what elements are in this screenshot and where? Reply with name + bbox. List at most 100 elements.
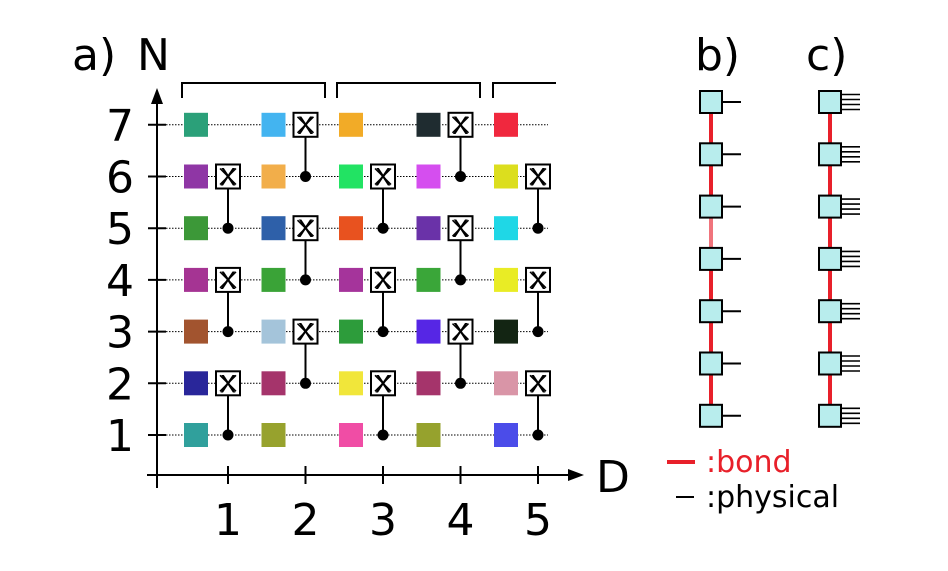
mps-b-tensor-6	[699, 351, 723, 376]
gate-x-stroke-b-7	[374, 271, 392, 289]
gate-x-stroke-b-10	[451, 219, 470, 237]
panel-label-c: c)	[806, 30, 847, 81]
gate-label-13: X	[530, 267, 546, 295]
unitary-square-d5-n6	[494, 164, 518, 189]
unitary-square-d1-n5	[184, 216, 208, 241]
unitary-square-d2-n3	[261, 319, 286, 344]
gate-control-dot-6	[377, 429, 389, 441]
mps-c-tensor-2	[818, 142, 842, 167]
unitary-square-d5-n4	[494, 267, 518, 292]
gate-label-8: X	[375, 164, 391, 192]
gate-control-dot-8	[377, 222, 389, 234]
gate-label-12: X	[530, 370, 546, 398]
unitary-square-d1-n1	[184, 423, 208, 447]
gate-label-1: X	[220, 267, 236, 295]
gate-x-stroke-b-3	[296, 323, 315, 341]
y-tick-label-2: 2	[106, 359, 134, 410]
unitary-square-d4-n7	[416, 112, 441, 137]
panel-label-b: b)	[695, 30, 740, 81]
gate-x-stroke-b-9	[451, 323, 470, 341]
unitary-square-d5-n7	[494, 112, 518, 137]
gate-control-dot-2	[222, 222, 234, 234]
unitary-square-d2-n1	[261, 423, 286, 447]
legend-bond-label: :bond	[706, 445, 792, 480]
unitary-square-d5-n2	[494, 371, 518, 396]
mps-b-tensor-3	[699, 194, 723, 219]
gate-x-stroke-b-8	[374, 167, 392, 186]
legend-physical-label: :physical	[706, 480, 839, 515]
unitary-square-d3-n6	[339, 164, 363, 189]
gate-x-stroke-b-11	[451, 116, 470, 134]
legend: :bond :physical	[667, 445, 839, 515]
gate-x-stroke-b-14	[529, 167, 547, 186]
unitary-square-d4-n3	[416, 319, 441, 344]
y-tick-label-4: 4	[106, 256, 134, 307]
unitary-square-d4-n1	[416, 423, 441, 447]
mps-c-tensor-3	[818, 194, 842, 219]
unitary-square-d1-n4	[184, 267, 208, 292]
unitary-square-d4-n4	[416, 267, 441, 292]
mps-c-tensor-4	[818, 246, 842, 271]
gate-label-11: X	[452, 112, 468, 140]
unitary-square-d2-n7	[261, 112, 286, 137]
mps-c-tensor-6	[818, 351, 842, 376]
gate-x-stroke-b-2	[219, 167, 237, 186]
gate-control-dot-3	[300, 377, 311, 389]
unitary-square-d3-n2	[339, 371, 363, 396]
unitary-square-d3-n1	[339, 423, 363, 447]
gate-label-14: X	[530, 164, 546, 192]
x-tick-label-5: 5	[524, 495, 552, 546]
mps-c-tensor-7	[818, 403, 842, 428]
mps-c-tensor-1	[818, 90, 842, 114]
mps-b-tensor-4	[699, 246, 723, 271]
y-tick-label-5: 5	[106, 204, 134, 255]
cnot-gates: X X X X X X X X X X X X X X X	[215, 111, 551, 441]
x-axis-arrowhead	[568, 469, 584, 481]
gate-control-dot-12	[532, 429, 544, 441]
mps-c-tensor-5	[818, 299, 842, 324]
unitary-square-d2-n2	[261, 371, 286, 396]
unitary-square-d3-n4	[339, 267, 363, 292]
mps-b-tensor-5	[699, 299, 723, 324]
gate-control-dot-10	[455, 274, 466, 286]
gate-x-stroke-b-6	[374, 374, 392, 392]
gate-label-9: X	[452, 319, 468, 347]
gate-control-dot-7	[377, 326, 389, 338]
gate-label-0: X	[220, 370, 236, 398]
gate-x-stroke-b-4	[296, 219, 315, 237]
mps-b-tensor-2	[699, 142, 723, 167]
y-tick-label-1: 1	[106, 411, 134, 462]
gate-x-stroke-b-0	[219, 374, 237, 392]
mps-b-tensor-1	[699, 90, 723, 114]
x-tick-label-1: 1	[214, 495, 242, 546]
x-tick-label-2: 2	[292, 495, 320, 546]
unitary-square-d2-n5	[261, 216, 286, 241]
unitary-square-d1-n2	[184, 371, 208, 396]
panel-label-a: a)	[72, 30, 116, 81]
gate-control-dot-9	[455, 377, 466, 389]
gate-x-stroke-b-5	[296, 116, 315, 134]
y-tick-label-6: 6	[106, 153, 134, 204]
layer-brackets	[181, 82, 556, 98]
y-axis-label: N	[137, 30, 170, 81]
x-axis-label: D	[596, 452, 630, 503]
unitary-square-d4-n6	[416, 164, 441, 189]
unitary-square-d4-n2	[416, 371, 441, 396]
unitary-square-d2-n4	[261, 267, 286, 292]
gate-x-stroke-b-12	[529, 374, 547, 392]
unitary-square-d5-n3	[494, 319, 518, 344]
gate-label-10: X	[452, 215, 468, 243]
gate-control-dot-1	[222, 326, 234, 338]
axes	[147, 100, 572, 488]
unitary-square-d5-n1	[494, 423, 518, 447]
gate-label-3: X	[297, 319, 313, 347]
unitary-square-d3-n7	[339, 112, 363, 137]
mps-chain-b	[699, 90, 741, 428]
gate-label-7: X	[375, 267, 391, 295]
unitary-square-d5-n5	[494, 216, 518, 241]
y-tick-label-3: 3	[106, 308, 134, 359]
mps-chain-c	[818, 90, 860, 428]
